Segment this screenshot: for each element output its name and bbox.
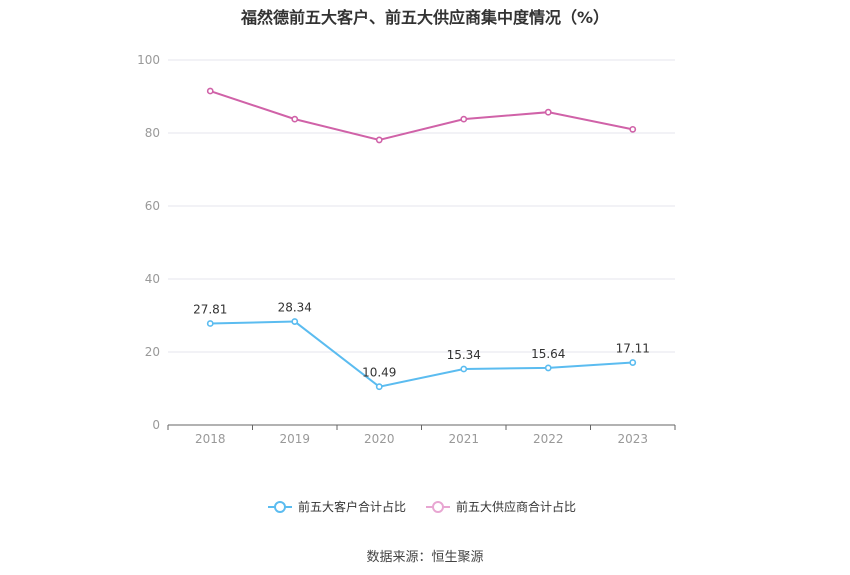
data-label: 17.11 <box>616 342 650 356</box>
data-point <box>629 125 637 133</box>
data-point <box>460 115 468 123</box>
data-point <box>291 318 299 325</box>
y-tick-label: 80 <box>145 126 160 140</box>
source-note: 数据来源：恒生聚源 <box>366 550 484 565</box>
data-label: 10.49 <box>362 366 396 380</box>
data-point <box>206 320 214 327</box>
data-label: 28.34 <box>278 301 312 315</box>
legend-item: 前五大客户合计占比 <box>268 499 406 514</box>
chart-title: 福然德前五大客户、前五大供应商集中度情况（%） <box>240 8 610 27</box>
y-tick-label: 40 <box>145 272 160 286</box>
x-tick-label: 2019 <box>279 432 310 446</box>
data-point <box>544 108 552 116</box>
data-label: 15.34 <box>447 348 481 362</box>
data-point <box>544 364 552 372</box>
legend-marker <box>432 501 444 513</box>
x-tick-label: 2023 <box>617 432 648 446</box>
data-point <box>375 383 383 391</box>
legend-item: 前五大供应商合计占比 <box>426 499 576 514</box>
x-tick-label: 2020 <box>364 432 395 446</box>
series-line <box>209 90 633 141</box>
data-point <box>375 136 383 144</box>
data-label: 27.81 <box>193 302 227 316</box>
series-lines <box>206 87 637 391</box>
y-tick-label: 0 <box>152 418 160 432</box>
x-tick-label: 2022 <box>533 432 564 446</box>
data-point <box>291 115 299 123</box>
data-point <box>629 359 637 366</box>
legend-label: 前五大客户合计占比 <box>298 499 406 514</box>
data-point <box>206 87 214 95</box>
series-line <box>210 320 633 388</box>
y-tick-label: 60 <box>145 199 160 213</box>
y-tick-label: 20 <box>145 345 160 359</box>
legend-marker <box>274 501 286 513</box>
grid-lines <box>168 59 675 353</box>
legend-label: 前五大供应商合计占比 <box>456 499 576 514</box>
x-tick-label: 2018 <box>195 432 226 446</box>
data-label: 15.64 <box>531 347 565 361</box>
legend: 前五大客户合计占比 前五大供应商合计占比 <box>268 499 576 514</box>
x-tick-label: 2021 <box>448 432 479 446</box>
axes: 0 20 40 60 80 100 2018 2019 2020 2021 2022 2023 <box>137 53 676 446</box>
data-labels: 27.81 28.34 10.49 15.34 15.64 17.11 <box>193 301 650 380</box>
data-point <box>460 365 468 373</box>
y-tick-label: 100 <box>137 53 160 67</box>
